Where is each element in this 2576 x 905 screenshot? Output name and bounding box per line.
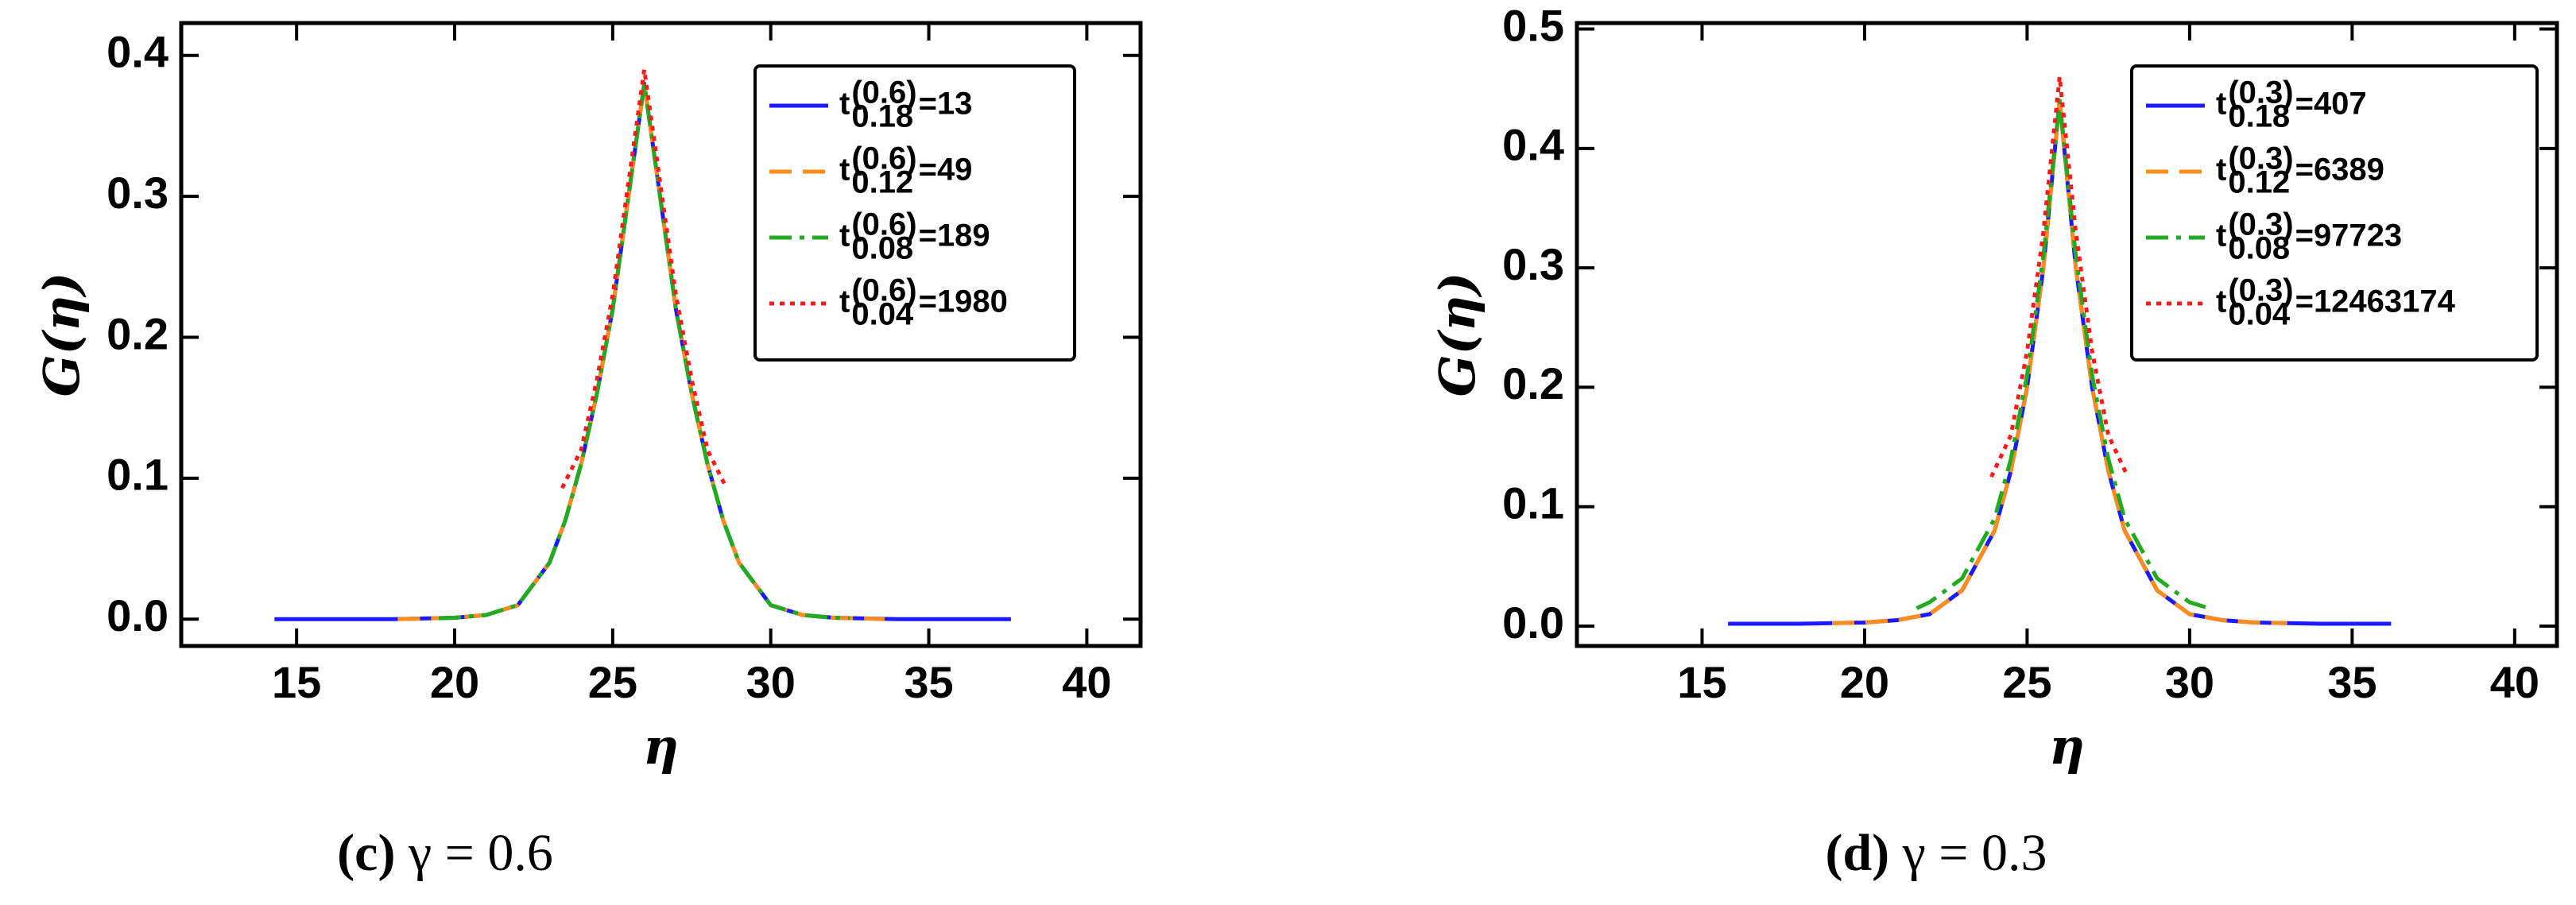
x-tick-label: 40 [1062, 657, 1111, 707]
x-tick-label: 30 [746, 657, 796, 707]
legend-label: 0.18 [2228, 99, 2290, 134]
data-line [1916, 99, 2210, 610]
x-axis-label: η [643, 717, 679, 775]
legend-label: (0.3) [2228, 75, 2293, 110]
x-tick-label: 20 [1840, 657, 1889, 707]
y-tick-label: 0.1 [1502, 478, 1564, 528]
legend-label: (0.6) [851, 141, 916, 176]
legend-label: 0.08 [851, 231, 913, 266]
legend-label: 0.12 [851, 165, 913, 200]
legend-label: =6389 [2295, 153, 2384, 188]
plot-frame [1575, 21, 2559, 648]
caption-label: (c) [337, 824, 395, 882]
x-tick-label: 15 [1677, 657, 1726, 707]
legend-label: t [2216, 153, 2226, 188]
y-tick-label: 0.2 [1502, 358, 1564, 408]
caption: (d) γ = 0.3 [1825, 824, 2047, 882]
legend-label: =12463174 [2295, 284, 2456, 319]
y-tick-label: 0.3 [107, 168, 169, 218]
legend-label: (0.6) [851, 75, 916, 110]
y-axis-label: G(η) [1428, 273, 1486, 397]
legend-label: t [839, 284, 850, 319]
x-tick-label: 25 [2002, 657, 2051, 707]
legend-label: 0.18 [851, 99, 913, 134]
data-line [1989, 75, 2130, 478]
legend-label: t [2216, 87, 2226, 122]
legend-label: t [839, 87, 850, 122]
legend-box [753, 64, 1076, 362]
x-tick-label: 25 [588, 657, 637, 707]
y-tick-label: 0.0 [1502, 598, 1564, 648]
x-tick-label: 20 [430, 657, 479, 707]
legend-label: 0.04 [851, 297, 914, 332]
y-tick-label: 0.0 [107, 590, 169, 640]
caption-text: γ = 0.6 [408, 824, 553, 882]
legend-label: (0.3) [2228, 273, 2293, 308]
data-line [560, 68, 729, 489]
caption-text: γ = 0.3 [1902, 824, 2047, 882]
legend-label: t [2216, 284, 2226, 319]
legend-label: =49 [919, 153, 973, 188]
legend-label: 0.04 [2228, 297, 2291, 332]
legend-label: t [839, 153, 850, 188]
legend-label: (0.3) [2228, 141, 2293, 176]
y-tick-label: 0.3 [1502, 239, 1564, 289]
y-tick-label: 0.4 [1502, 120, 1564, 170]
data-line [439, 81, 850, 621]
x-tick-label: 35 [2327, 657, 2377, 707]
x-tick-label: 40 [2490, 657, 2539, 707]
legend-box [2130, 64, 2539, 362]
legend-label: t [2216, 219, 2226, 253]
legend-label: =1980 [919, 284, 1008, 319]
legend-label: (0.3) [2228, 207, 2293, 242]
legend-label: =13 [919, 87, 973, 122]
caption-label: (d) [1825, 824, 1889, 882]
plot-frame [179, 21, 1143, 648]
caption: (c) γ = 0.6 [337, 824, 553, 882]
y-tick-label: 0.1 [107, 450, 169, 500]
legend-label: (0.6) [851, 273, 916, 308]
y-tick-label: 0.2 [107, 308, 169, 358]
legend-label: (0.6) [851, 207, 916, 242]
x-tick-label: 35 [904, 657, 953, 707]
x-axis-label: η [2049, 717, 2085, 775]
legend-label: 0.08 [2228, 231, 2290, 266]
y-tick-label: 0.5 [1502, 0, 1564, 50]
legend-label: =189 [919, 219, 990, 253]
x-tick-label: 30 [2165, 657, 2214, 707]
x-tick-label: 15 [272, 657, 321, 707]
legend-label: t [839, 219, 850, 253]
y-axis-label: G(η) [33, 273, 91, 397]
legend-label: =97723 [2295, 219, 2403, 253]
y-tick-label: 0.4 [107, 27, 169, 77]
legend-label: =407 [2295, 87, 2367, 122]
legend-label: 0.12 [2228, 165, 2290, 200]
